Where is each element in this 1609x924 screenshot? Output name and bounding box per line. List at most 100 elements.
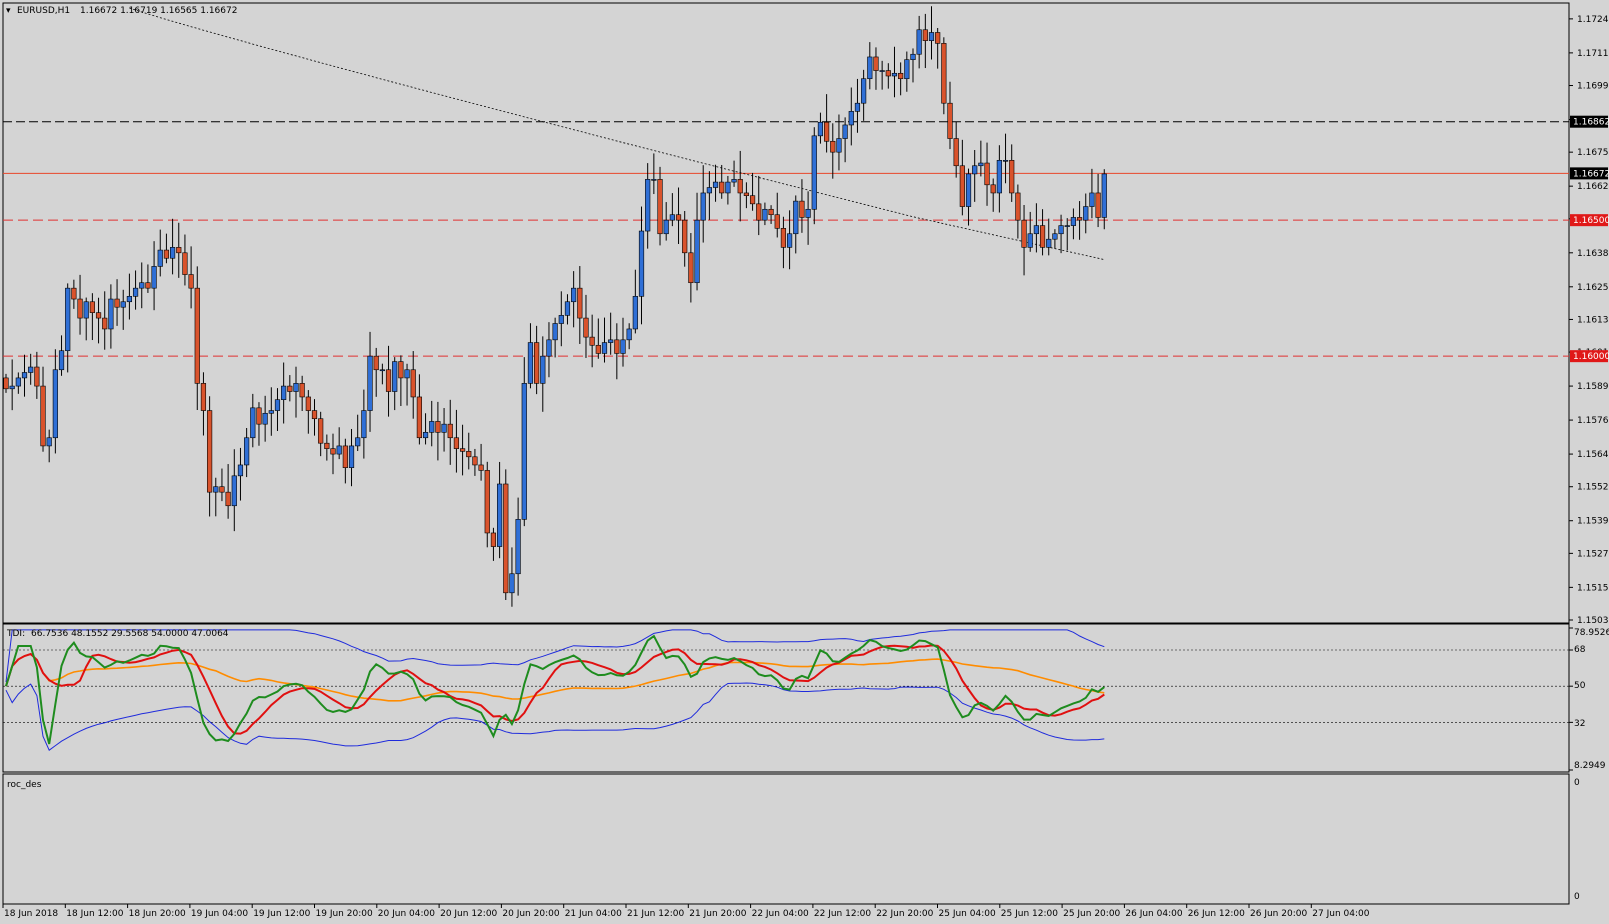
candle-bull xyxy=(139,282,145,289)
candle-bull xyxy=(1101,173,1107,218)
time-label: 19 Jun 12:00 xyxy=(253,909,310,919)
tdi-values: 66.7536 48.1552 29.5568 54.0000 47.0064 xyxy=(31,629,229,639)
candle-bull xyxy=(608,339,614,343)
roc-scale-bottom: 0 xyxy=(1574,892,1580,902)
price-tag-label: 1.16862 xyxy=(1573,118,1609,128)
candle-bull xyxy=(120,301,126,308)
time-label: 20 Jun 12:00 xyxy=(440,909,497,919)
candle-bear xyxy=(947,102,953,139)
candle-bull xyxy=(1033,225,1039,235)
price-tick-label: 1.15395 xyxy=(1577,517,1609,527)
candle-bear xyxy=(484,470,490,534)
candle-bull xyxy=(392,361,398,392)
candle-bull xyxy=(571,287,577,303)
symbol-label: EURUSD,H1 xyxy=(17,6,70,16)
candle-bear xyxy=(503,483,509,594)
candle-bull xyxy=(867,56,873,80)
price-tag-label: 1.16000 xyxy=(1573,352,1609,362)
candle-bull xyxy=(367,355,373,411)
candle-bear xyxy=(990,184,996,194)
price-tag-bg xyxy=(1570,350,1608,363)
time-label: 22 Jun 12:00 xyxy=(814,909,871,919)
candle-bear xyxy=(200,383,207,411)
candle-bull xyxy=(250,407,256,439)
tdi-scale-32: 32 xyxy=(1574,719,1585,729)
candle-bull xyxy=(805,208,811,218)
candle-bear xyxy=(410,369,416,398)
candle-bear xyxy=(657,179,663,235)
candle-bull xyxy=(663,219,669,235)
price-tick-label: 1.15765 xyxy=(1577,416,1609,426)
candle-bull xyxy=(848,111,854,126)
candle-bear xyxy=(416,396,422,439)
candle-bear xyxy=(40,385,46,447)
tdi-scale-50: 50 xyxy=(1574,681,1586,691)
time-label: 20 Jun 04:00 xyxy=(378,909,435,919)
candle-bull xyxy=(293,383,299,392)
candle-bull xyxy=(1046,238,1052,248)
roc-scale-top: 0 xyxy=(1574,778,1580,788)
candle-bull xyxy=(861,78,867,104)
candle-bull xyxy=(404,369,410,379)
candle-bear xyxy=(935,32,941,44)
candle-bull xyxy=(157,249,163,267)
tdi-scale-68: 68 xyxy=(1574,645,1586,655)
candle-bear xyxy=(953,138,959,167)
moving-average xyxy=(129,7,1105,260)
candle-bear xyxy=(466,451,472,458)
candle-bear xyxy=(342,445,348,468)
candle-bear xyxy=(984,162,990,186)
candle-bear xyxy=(71,287,77,300)
time-label: 26 Jun 12:00 xyxy=(1188,909,1245,919)
price-tick-label: 1.15030 xyxy=(1577,616,1609,626)
time-label: 25 Jun 04:00 xyxy=(939,909,996,919)
candle-bear xyxy=(3,377,9,390)
candle-bull xyxy=(996,160,1002,194)
candle-bull xyxy=(965,173,972,207)
candle-bull xyxy=(422,432,429,439)
candle-bull xyxy=(891,72,898,77)
price-tick-label: 1.17115 xyxy=(1577,49,1609,59)
candle-bull xyxy=(429,421,435,433)
time-label: 18 Jun 20:00 xyxy=(129,909,186,919)
roc-panel-frame xyxy=(2,773,1570,905)
candle-bear xyxy=(1015,192,1021,221)
candle-bull xyxy=(52,369,58,439)
price-tick-label: 1.16380 xyxy=(1577,249,1609,259)
time-label: 21 Jun 04:00 xyxy=(565,909,622,919)
candle-bear xyxy=(207,410,213,493)
candlesticks[interactable] xyxy=(3,6,1107,607)
candle-bear xyxy=(435,421,441,433)
horizontal-lines[interactable]: 1.16862 1.16672 1.16500 1.16000 xyxy=(3,115,1609,363)
candle-bull xyxy=(842,124,848,139)
candle-bear xyxy=(589,336,595,346)
candle-bear xyxy=(330,448,336,455)
candle-bear xyxy=(737,179,743,194)
candle-bear xyxy=(398,361,404,379)
candle-bull xyxy=(694,219,700,284)
candle-bull xyxy=(1002,160,1009,162)
candle-bear xyxy=(534,342,540,384)
candle-bull xyxy=(126,296,132,303)
candle-bull xyxy=(83,301,89,319)
candle-bull xyxy=(15,377,21,387)
candle-bear xyxy=(459,448,466,452)
candle-bull xyxy=(28,366,34,373)
candle-bull xyxy=(151,266,157,289)
roc-label: roc_des xyxy=(7,780,42,790)
candle-bear xyxy=(941,43,947,104)
candle-bear xyxy=(385,369,392,392)
candle-bear xyxy=(749,195,756,205)
candle-bear xyxy=(89,301,95,313)
price-tick-label: 1.15640 xyxy=(1577,450,1609,460)
price-tag-bg xyxy=(1570,167,1608,180)
candle-bull xyxy=(879,70,885,72)
candle-bear xyxy=(959,165,965,207)
symbol-triangle-icon[interactable]: ▾ xyxy=(6,6,11,16)
time-label: 26 Jun 20:00 xyxy=(1250,909,1307,919)
candle-bull xyxy=(9,385,15,390)
ma-line xyxy=(129,7,1105,260)
candle-bull xyxy=(1089,192,1095,207)
